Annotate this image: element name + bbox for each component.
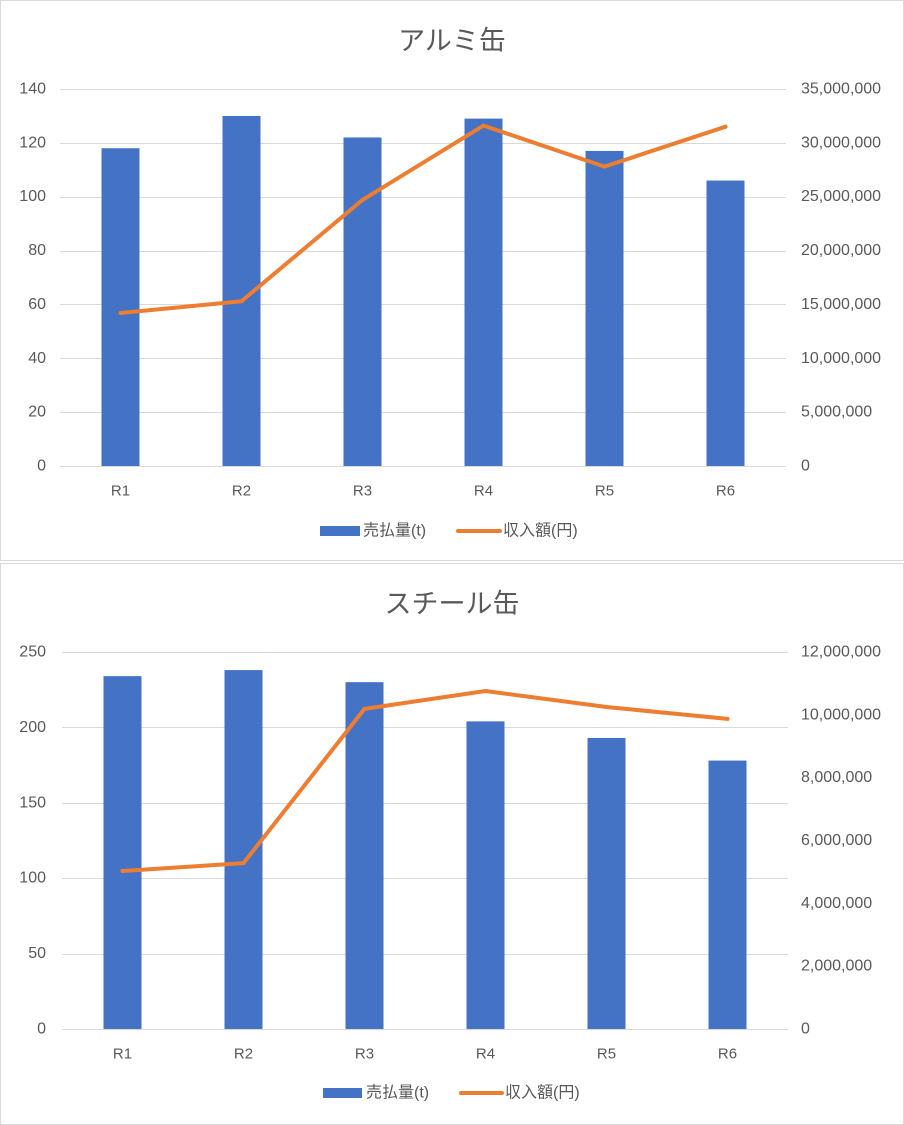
- chart-1-category-label-r2: R2: [232, 483, 251, 500]
- right-axis-tick-labels: 0 5,000,000 10,000,000 15,000,000 20,000,000…: [801, 81, 881, 475]
- chart-1-category-label-r3: R3: [353, 483, 372, 500]
- chart-2-right-axis-tick-label: 6,000,000: [801, 832, 872, 849]
- chart-2-line-point-r4: [483, 688, 488, 693]
- chart-1-left-axis-tick-label: 80: [28, 242, 46, 259]
- chart-1-left-axis-tick-label: 20: [28, 404, 46, 421]
- category-axis-labels: R1 R2 R3 R4 R5 R6: [111, 483, 735, 500]
- aluminum-can-chart-canvas: アルミ缶 0 20 40 60 80 100 120 140 0 5,000,000 10,000…: [19, 26, 881, 540]
- chart-1-category-label-r1: R1: [111, 483, 130, 500]
- chart-2-left-axis-tick-label: 0: [37, 1021, 46, 1038]
- chart-2-left-axis-tick-label: 50: [28, 945, 46, 962]
- chart-2-bar-r5: [587, 737, 626, 1029]
- line-series-group: [118, 123, 728, 316]
- chart-1-right-axis-tick-label: 15,000,000: [801, 296, 881, 313]
- chart-2-line-point-r3: [362, 706, 367, 711]
- chart-2-category-label-r2: R2: [234, 1046, 253, 1063]
- chart-2-bar-r4: [466, 721, 505, 1029]
- chart-1-bar-r5: [585, 150, 624, 466]
- chart-1-right-axis-tick-label: 35,000,000: [801, 81, 881, 98]
- legend-line-label: 収入額(円): [505, 1084, 580, 1102]
- chart-1-line-point-r2: [239, 299, 244, 304]
- right-axis-tick-labels: 0 2,000,000 4,000,000 6,000,000 8,000,000 10,…: [801, 644, 881, 1038]
- legend: 売払量(t) 収入額(円): [323, 1084, 580, 1102]
- chart-2-right-axis-tick-label: 8,000,000: [801, 769, 872, 786]
- chart-1-bar-r3: [343, 137, 382, 466]
- left-axis-tick-labels: 0 20 40 60 80 100 120 140: [19, 81, 46, 475]
- legend-bar-swatch: [320, 526, 360, 536]
- chart-1-right-axis-tick-label: 30,000,000: [801, 134, 881, 151]
- aluminum-can-chart[interactable]: アルミ缶 0 20 40 60 80 100 120 140 0 5,000,000 10,000…: [0, 0, 904, 561]
- chart-2-right-axis-tick-label: 4,000,000: [801, 895, 872, 912]
- chart-1-left-axis-tick-label: 0: [37, 458, 46, 475]
- category-axis-labels: R1 R2 R3 R4 R5 R6: [113, 1046, 737, 1063]
- chart-2-bar-r2: [224, 670, 263, 1029]
- chart-1-category-label-r6: R6: [716, 483, 735, 500]
- legend-line-label: 収入額(円): [503, 522, 578, 540]
- chart-1-left-axis-tick-label: 40: [28, 350, 46, 367]
- chart-2-line-point-r5: [604, 704, 609, 709]
- chart-2-left-axis-tick-label: 200: [19, 719, 46, 736]
- chart-2-right-axis-tick-label: 12,000,000: [801, 644, 881, 661]
- chart-1-right-axis-tick-label: 5,000,000: [801, 404, 872, 421]
- gridlines: [62, 652, 788, 1030]
- chart-1-bar-r1: [101, 148, 140, 466]
- chart-1-right-axis-tick-label: 0: [801, 458, 810, 475]
- chart-1-left-axis-tick-label: 100: [19, 188, 46, 205]
- steel-can-chart[interactable]: スチール缶 0 50 100 150 200 250 0 2,000,000 4,000,00…: [0, 563, 904, 1125]
- left-axis-tick-labels: 0 50 100 150 200 250: [19, 644, 46, 1038]
- chart-2-left-axis-tick-label: 250: [19, 644, 46, 661]
- chart-1-bar-r4: [464, 118, 503, 466]
- chart-2-line-point-r2: [241, 861, 246, 866]
- chart-1-right-axis-tick-label: 20,000,000: [801, 242, 881, 259]
- chart-2-left-axis-tick-label: 150: [19, 794, 46, 811]
- chart-2-line-point-r1: [120, 868, 125, 873]
- chart-1-category-label-r4: R4: [474, 483, 493, 500]
- chart-1-line-point-r5: [602, 164, 607, 169]
- chart-1-left-axis-tick-label: 140: [19, 81, 46, 98]
- legend: 売払量(t) 収入額(円): [320, 522, 578, 540]
- chart-2-right-axis-tick-label: 10,000,000: [801, 706, 881, 723]
- chart-2-category-label-r5: R5: [597, 1046, 616, 1063]
- chart-1-revenue-line: [118, 123, 728, 315]
- gridlines: [60, 89, 786, 467]
- steel-can-chart-canvas: スチール缶 0 50 100 150 200 250 0 2,000,000 4,000,00…: [19, 589, 881, 1102]
- chart-1-line-point-r6: [723, 124, 728, 129]
- chart-2-left-axis-tick-label: 100: [19, 870, 46, 887]
- legend-bar-swatch: [323, 1088, 362, 1098]
- chart-2-revenue-line: [120, 689, 730, 873]
- chart-1-bar-r6: [706, 180, 745, 467]
- chart-1-right-axis-tick-label: 25,000,000: [801, 188, 881, 205]
- legend-bar-label: 売払量(t): [363, 522, 426, 540]
- line-series-group: [120, 688, 730, 873]
- legend-bar-label: 売払量(t): [366, 1084, 429, 1102]
- chart-2-right-axis-tick-label: 2,000,000: [801, 958, 872, 975]
- chart-1-line-point-r1: [118, 311, 123, 316]
- chart-title: スチール缶: [385, 589, 520, 619]
- chart-1-left-axis-tick-label: 60: [28, 296, 46, 313]
- chart-2-category-label-r4: R4: [476, 1046, 495, 1063]
- chart-2-bar-r1: [103, 676, 142, 1029]
- chart-2-category-label-r1: R1: [113, 1046, 132, 1063]
- bar-series: [103, 670, 747, 1029]
- chart-2-line-point-r6: [725, 716, 730, 721]
- chart-2-bar-r6: [708, 760, 747, 1029]
- chart-2-category-label-r3: R3: [355, 1046, 374, 1063]
- chart-1-category-label-r5: R5: [595, 483, 614, 500]
- bar-series: [101, 115, 745, 467]
- chart-1-line-point-r4: [481, 123, 486, 128]
- chart-1-right-axis-tick-label: 10,000,000: [801, 350, 881, 367]
- chart-1-line-point-r3: [360, 197, 365, 202]
- chart-2-bar-r3: [345, 682, 384, 1029]
- chart-2-category-label-r6: R6: [718, 1046, 737, 1063]
- chart-2-right-axis-tick-label: 0: [801, 1021, 810, 1038]
- chart-1-left-axis-tick-label: 120: [19, 134, 46, 151]
- chart-title: アルミ缶: [398, 26, 506, 56]
